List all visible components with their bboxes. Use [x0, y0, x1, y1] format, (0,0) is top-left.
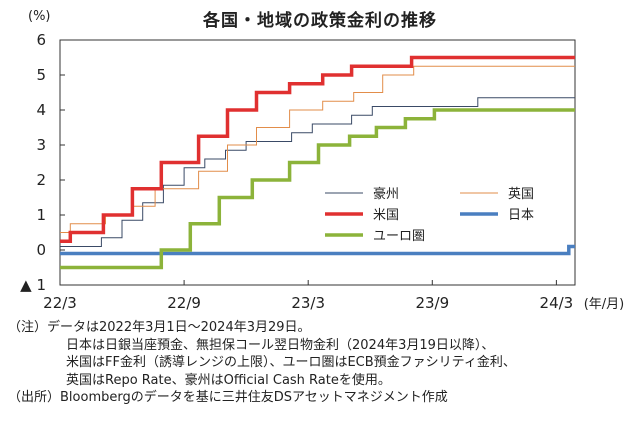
- series-line-3: [60, 55, 575, 244]
- y-tick-label: 3: [36, 136, 46, 154]
- source-line: （出所）Bloombergのデータを基に三井住友DSアセットマネジメント作成: [8, 390, 448, 405]
- chart-area: (%) (年/月) 6 5 4 3 2 1 0 ▲ 1 22/3 22/9 23/3 23/9 24/…: [20, 9, 625, 312]
- series-line-5: [60, 108, 575, 270]
- note-line: 日本は日銀当座預金、無担保コール翌日物金利（2024年3月19日以降）、: [66, 337, 495, 353]
- note-line: 米国はFF金利（誘導レンジの上限）、ユーロ圏はECB預金ファシリティ金利、: [66, 355, 516, 370]
- y-tick-label: 5: [36, 66, 46, 84]
- chart-title: 各国・地域の政策金利の推移: [203, 11, 437, 31]
- y-axis-unit: (%): [28, 9, 51, 24]
- x-tick-label: 24/3: [540, 294, 574, 312]
- note-line: （注）データは2022年3月1日～2024年3月29日。: [8, 320, 311, 335]
- legend-label: 豪州: [373, 186, 399, 202]
- x-axis-unit: (年/月): [584, 297, 625, 312]
- x-tick-label: 22/9: [167, 294, 201, 312]
- x-tick-label: 22/3: [43, 294, 77, 312]
- y-tick-label: ▲ 1: [20, 276, 46, 294]
- note-line: 英国はRepo Rate、豪州はOfficial Cash Rateを使用。: [66, 372, 391, 388]
- y-tick-label: 1: [36, 206, 46, 224]
- legend-label: 英国: [508, 187, 534, 202]
- x-tick-label: 23/9: [415, 294, 449, 312]
- series-line-4: [60, 244, 575, 256]
- notes: （注）データは2022年3月1日～2024年3月29日。 日本は日銀当座預金、無…: [8, 319, 516, 407]
- y-tick-label: 2: [36, 171, 46, 189]
- legend-label: ユーロ圏: [373, 229, 425, 244]
- series-line-1: [60, 97, 575, 247]
- y-tick-label: 0: [36, 241, 46, 259]
- y-tick-label: 6: [36, 31, 46, 49]
- x-tick-label: 23/3: [291, 294, 325, 312]
- y-tick-label: 4: [36, 101, 46, 119]
- plot-frame: [59, 39, 576, 286]
- legend-label: 米国: [373, 208, 399, 223]
- legend-label: 日本: [508, 208, 534, 223]
